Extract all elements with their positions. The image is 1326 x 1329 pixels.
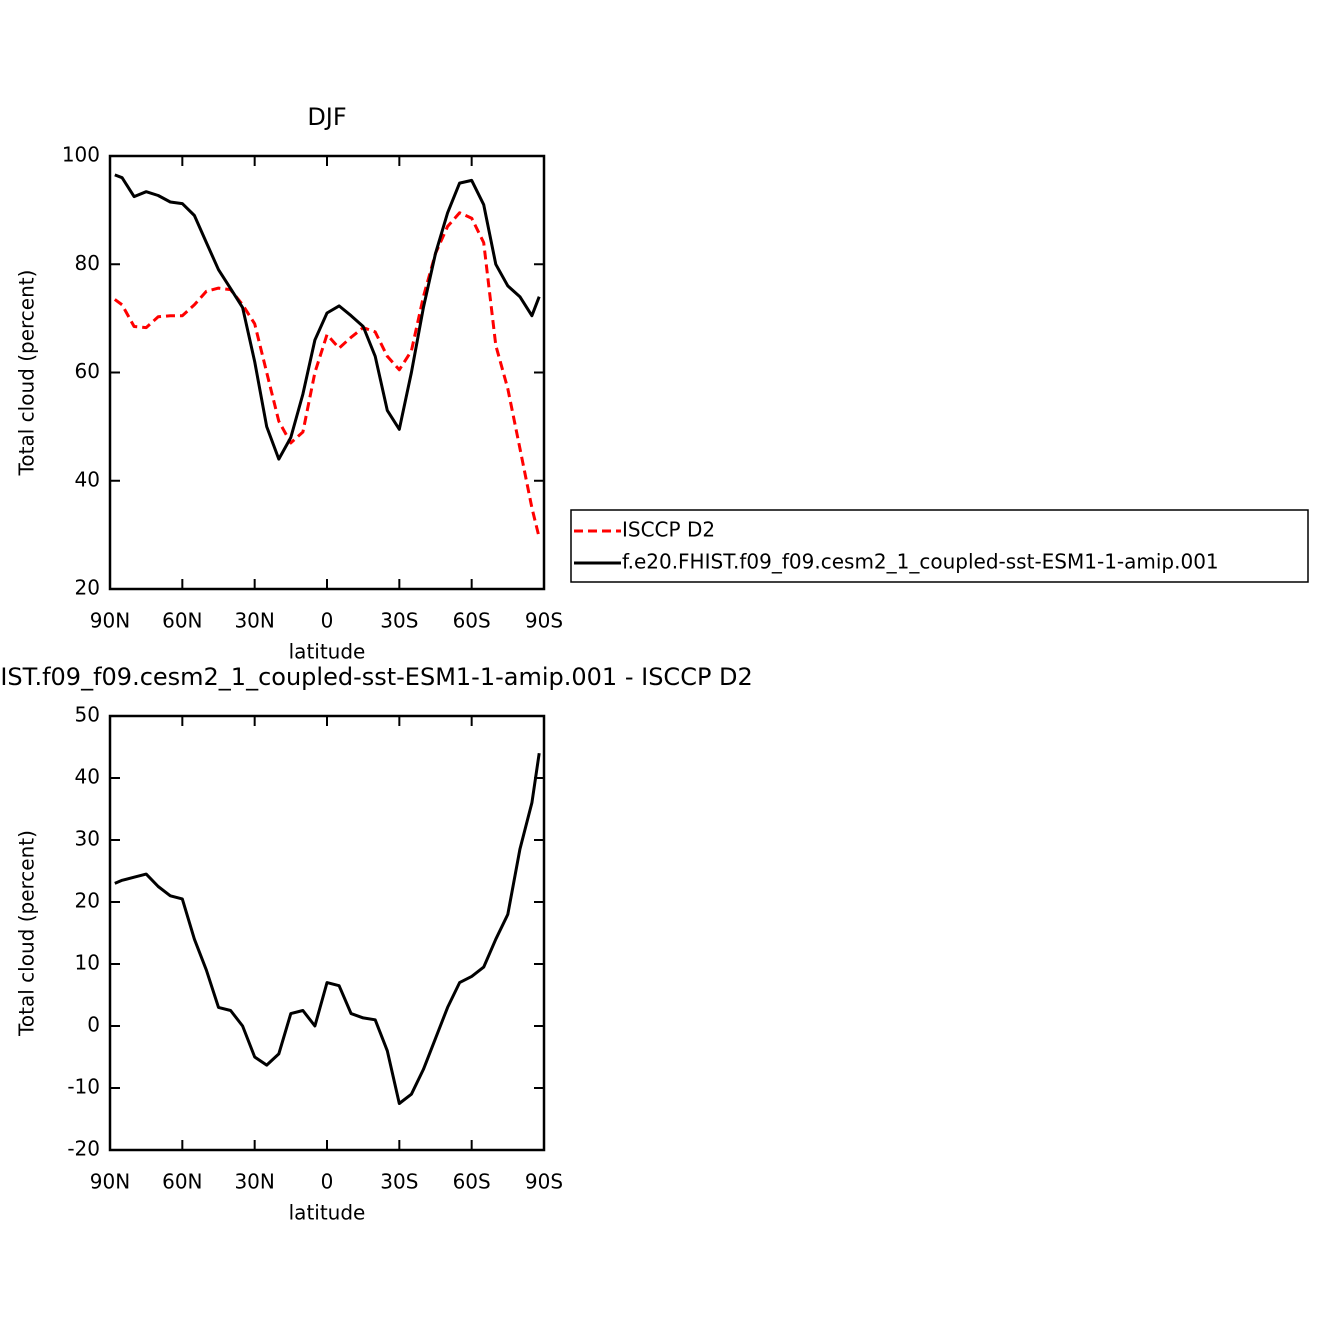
y-tick-label: 40 <box>75 765 100 789</box>
x-tick-label: 30N <box>234 1170 274 1194</box>
y-tick-label: 50 <box>75 703 100 727</box>
chart-title: f.e20.FHIST.f09_f09.cesm2_1_coupled-sst-… <box>0 663 753 691</box>
x-tick-label: 0 <box>321 1170 334 1194</box>
chart-title: DJF <box>307 103 346 131</box>
x-tick-label: 0 <box>321 609 334 633</box>
x-axis-label: latitude <box>289 640 366 664</box>
x-tick-label: 90S <box>525 1170 563 1194</box>
x-tick-label: 60S <box>453 1170 491 1194</box>
series-line <box>114 173 541 461</box>
x-tick-label: 90S <box>525 609 563 633</box>
series-line <box>114 752 541 1105</box>
legend-label: f.e20.FHIST.f09_f09.cesm2_1_coupled-sst-… <box>622 550 1219 574</box>
legend-box <box>570 509 1309 583</box>
x-tick-label: 60S <box>453 609 491 633</box>
y-tick-label: 0 <box>87 1013 100 1037</box>
x-tick-label: 60N <box>162 609 202 633</box>
y-tick-label: -10 <box>67 1075 100 1099</box>
x-tick-label: 30S <box>380 609 418 633</box>
y-tick-label: 20 <box>75 576 100 600</box>
x-tick-label: 60N <box>162 1170 202 1194</box>
y-tick-label: 10 <box>75 951 100 975</box>
series-line <box>113 211 541 538</box>
y-axis-label: Total cloud (percent) <box>15 270 39 477</box>
y-tick-label: -20 <box>67 1137 100 1161</box>
y-axis-label: Total cloud (percent) <box>15 830 39 1037</box>
x-tick-label: 30S <box>380 1170 418 1194</box>
y-tick-label: 30 <box>75 827 100 851</box>
y-tick-label: 80 <box>75 251 100 275</box>
x-tick-label: 30N <box>234 609 274 633</box>
legend-label: ISCCP D2 <box>622 518 715 542</box>
y-tick-label: 60 <box>75 359 100 383</box>
y-tick-label: 100 <box>62 143 100 167</box>
legend: ISCCP D2 f.e20.FHIST.f09_f09.cesm2_1_coup… <box>570 509 1309 583</box>
y-tick-label: 40 <box>75 467 100 491</box>
x-axis-label: latitude <box>289 1201 366 1225</box>
y-tick-label: 20 <box>75 889 100 913</box>
x-tick-label: 90N <box>90 609 130 633</box>
x-tick-label: 90N <box>90 1170 130 1194</box>
plot-frame <box>108 154 546 591</box>
plot-frame <box>108 714 546 1152</box>
